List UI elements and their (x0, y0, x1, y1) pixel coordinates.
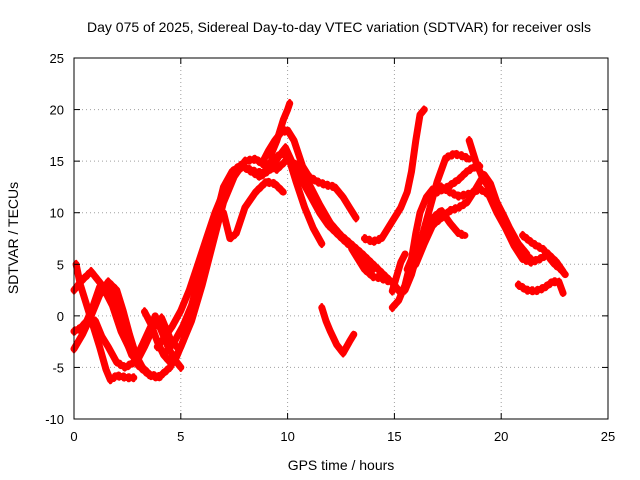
series-track-17 (403, 207, 469, 273)
series-track-20-markers (521, 236, 567, 280)
chart-title: Day 075 of 2025, Sidereal Day-to-day VTE… (87, 19, 591, 35)
series-track-17-markers (405, 206, 467, 268)
series-track-21-markers (516, 283, 565, 298)
series-track-12-markers (320, 309, 356, 358)
y-axis-label: SDTVAR / TECUs (5, 182, 21, 294)
series-track-13-markers (363, 105, 426, 241)
plot-frame (73, 57, 609, 420)
x-tick-label: 25 (601, 429, 615, 444)
x-tick-label: 10 (280, 429, 294, 444)
y-tick-label: 10 (50, 206, 64, 221)
y-tick-label: -5 (52, 360, 64, 375)
y-tick-label: 15 (50, 154, 64, 169)
y-tick-label: 20 (50, 103, 64, 118)
series-track-23-markers (350, 244, 390, 280)
series-track-5-markers (93, 311, 183, 366)
series-track-22-markers (390, 249, 407, 290)
x-axis-label: GPS time / hours (288, 457, 395, 473)
data-series (70, 98, 569, 385)
series-track-12-markers (320, 303, 356, 352)
series-track-8-markers (164, 183, 285, 357)
series-track-22-markers (390, 255, 407, 296)
series-track-10-markers (269, 104, 292, 161)
series-track-19 (465, 137, 535, 263)
series-track-21 (514, 278, 567, 297)
y-tick-label: -10 (45, 412, 64, 427)
series-track-11-markers (264, 148, 324, 243)
series-track-2-markers (74, 259, 136, 379)
series-track-7-markers (155, 149, 375, 352)
series-track-2-markers (74, 265, 136, 385)
series-track-7-markers (155, 143, 375, 346)
series-track-21-markers (516, 277, 565, 292)
series-track-10-markers (269, 98, 292, 155)
series-track-8-markers (164, 177, 285, 351)
series-track-9-markers (260, 131, 358, 223)
x-tick-label: 5 (177, 429, 184, 444)
series-track-9-markers (260, 125, 358, 217)
axis-ticks: 0 5 10 15 20 25 -10 -5 0 5 10 15 20 25 (45, 51, 615, 444)
series-track-18-markers (435, 167, 482, 197)
series-track-19-markers (467, 142, 533, 264)
series-track-19-markers (467, 136, 533, 258)
y-tick-label: 25 (50, 51, 64, 66)
series-track-20 (519, 231, 569, 279)
x-tick-label: 15 (387, 429, 401, 444)
y-tick-label: 5 (57, 257, 64, 272)
series-track-13-markers (363, 111, 426, 247)
x-tick-label: 0 (70, 429, 77, 444)
x-tick-label: 20 (494, 429, 508, 444)
series-track-11-markers (264, 154, 324, 249)
series-track-1-markers (72, 160, 403, 382)
y-tick-label: 0 (57, 309, 64, 324)
series-track-23 (348, 245, 392, 285)
series-track-17-markers (405, 212, 467, 274)
series-track-20-markers (521, 230, 567, 274)
series-track-23-markers (350, 250, 390, 286)
